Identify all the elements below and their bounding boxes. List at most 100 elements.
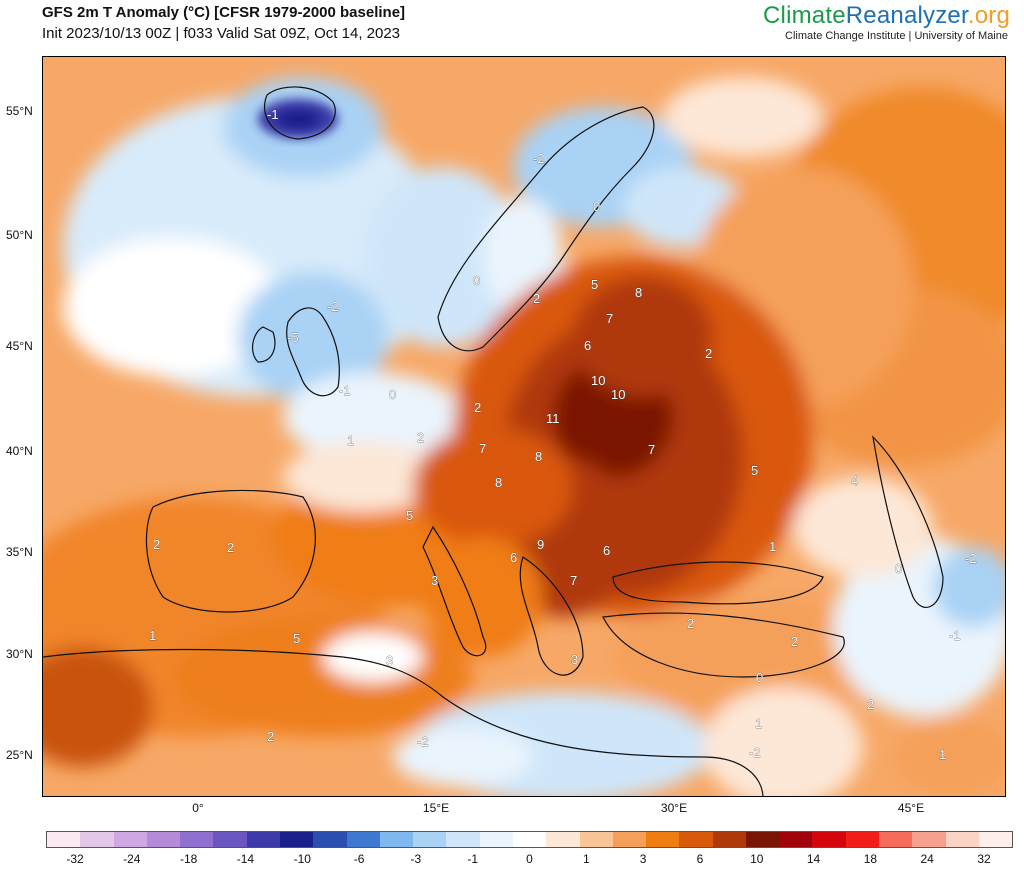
contour-label: 2 — [533, 291, 540, 306]
lat-label-25: 25°N — [6, 748, 33, 762]
contour-label: 3 — [571, 652, 578, 667]
colorbar-cell — [712, 832, 746, 847]
coast-anatolia — [602, 612, 845, 678]
contour-label: -1 — [267, 107, 279, 122]
colorbar-tick-label: -18 — [179, 852, 198, 866]
coast-iceland — [264, 86, 336, 140]
coast-caspian — [872, 435, 944, 608]
map-subtitle: Init 2023/10/13 00Z | f033 Valid Sat 09Z… — [42, 25, 401, 42]
colorbar-tick-label: -10 — [293, 852, 311, 866]
contour-label: 8 — [535, 449, 542, 464]
coast-balkans — [519, 556, 584, 676]
coast-north-africa — [43, 648, 764, 796]
lon-label-15e: 15°E — [422, 801, 450, 815]
contour-label: -1 — [949, 628, 961, 643]
colorbar-tick-label: 3 — [639, 852, 647, 866]
brand-logo[interactable]: ClimateReanalyzer.org — [763, 2, 1010, 30]
lat-label-30: 30°N — [6, 647, 33, 661]
lon-label-0: 0° — [192, 801, 204, 815]
contour-label: 2 — [687, 616, 694, 631]
contour-label: 11 — [546, 411, 560, 426]
contour-label: 2 — [267, 729, 274, 744]
contour-label: 7 — [570, 573, 577, 588]
contour-label: 3 — [431, 573, 438, 588]
brand-affiliation: Climate Change Institute | University of… — [785, 30, 1008, 42]
coast-ireland — [251, 326, 276, 363]
contour-label: 7 — [648, 442, 655, 457]
coast-italy — [422, 525, 487, 657]
colorbar-cell — [779, 832, 813, 847]
colorbar-cell — [313, 832, 347, 847]
anomaly-field — [43, 77, 1005, 796]
contour-label: 1 — [755, 716, 762, 731]
colorbar-tick-label: 6 — [696, 852, 704, 866]
contour-label: 6 — [584, 338, 591, 353]
map-title: GFS 2m T Anomaly (°C) [CFSR 1979-2000 ba… — [42, 4, 406, 21]
colorbar — [46, 831, 1013, 848]
coast-black-sea — [612, 561, 824, 605]
colorbar-tick-label: 1 — [582, 852, 590, 866]
colorbar-cell — [646, 832, 680, 847]
contour-label: -2 — [533, 151, 545, 166]
colorbar-cell — [745, 832, 780, 847]
colorbar-cell — [113, 832, 147, 847]
iceland-anomaly — [258, 99, 338, 139]
lat-label-55: 55°N — [6, 104, 33, 118]
colorbar-cell — [612, 832, 647, 847]
contour-label: 2 — [417, 430, 424, 445]
lon-label-45e: 45°E — [897, 801, 925, 815]
colorbar-tick-label: -6 — [353, 852, 365, 866]
colorbar-tick-label: -32 — [66, 852, 84, 866]
contour-label: 7 — [479, 441, 486, 456]
colorbar-tick-label: 0 — [526, 852, 533, 866]
colorbar-cell — [47, 832, 81, 847]
colorbar-cell — [978, 832, 1013, 847]
contour-label: 6 — [510, 550, 517, 565]
colorbar-cell — [812, 832, 846, 847]
contour-label: 5 — [293, 631, 300, 646]
brand-part-climate: Climate — [763, 2, 846, 29]
colorbar-cell — [413, 832, 447, 847]
colorbar-tick-label: 10 — [750, 852, 764, 866]
colorbar-cell — [912, 832, 946, 847]
colorbar-tick-label: 32 — [977, 852, 991, 866]
colorbar-cell — [546, 832, 580, 847]
contour-label: 5 — [751, 463, 758, 478]
contour-label: 5 — [406, 508, 413, 523]
colorbar-cell — [146, 832, 181, 847]
contour-label: 3 — [386, 653, 393, 668]
contour-label: 0 — [756, 670, 763, 685]
brand-part-reanalyzer: Reanalyzer — [845, 2, 968, 29]
colorbar-cell — [246, 832, 280, 847]
colorbar-cell — [679, 832, 713, 847]
colorbar-tick-label: -3 — [410, 852, 422, 866]
contour-label: 2 — [227, 540, 234, 555]
colorbar-tick-label: -1 — [467, 852, 479, 866]
contour-label: 7 — [606, 311, 613, 326]
anomaly-map-canvas: -1 -2 -2 0 0 2 -5 -1 0 1 2 2 5 5 6 7 8 1… — [43, 57, 1005, 796]
coast-iberia — [145, 489, 316, 613]
colorbar-tick-label: 14 — [806, 852, 821, 866]
contour-label: 2 — [705, 346, 712, 361]
contour-label: 2 — [867, 697, 874, 712]
colorbar-cell — [213, 832, 247, 847]
colorbar-cell — [512, 832, 547, 847]
contour-label: 4 — [851, 473, 858, 488]
colorbar-tick-label: 18 — [863, 852, 878, 866]
contour-label: -2 — [965, 551, 977, 566]
anomaly-map[interactable]: -1 -2 -2 0 0 2 -5 -1 0 1 2 2 5 5 6 7 8 1… — [42, 56, 1006, 797]
coast-britain — [286, 307, 340, 397]
colorbar-cell — [879, 832, 913, 847]
lat-label-45: 45°N — [6, 339, 33, 353]
contour-label: 8 — [635, 285, 642, 300]
contour-label: 2 — [153, 537, 160, 552]
contour-label: -5 — [287, 330, 299, 345]
contour-label: -1 — [339, 383, 351, 398]
contour-labels: -1 -2 -2 0 0 2 -5 -1 0 1 2 2 5 5 6 7 8 1… — [149, 107, 977, 763]
contour-label: 1 — [939, 747, 946, 762]
coast-scandinavia — [437, 106, 655, 352]
colorbar-cell — [379, 832, 414, 847]
contour-label: 10 — [611, 387, 625, 402]
contour-label: 1 — [149, 628, 156, 643]
colorbar-cell — [446, 832, 480, 847]
